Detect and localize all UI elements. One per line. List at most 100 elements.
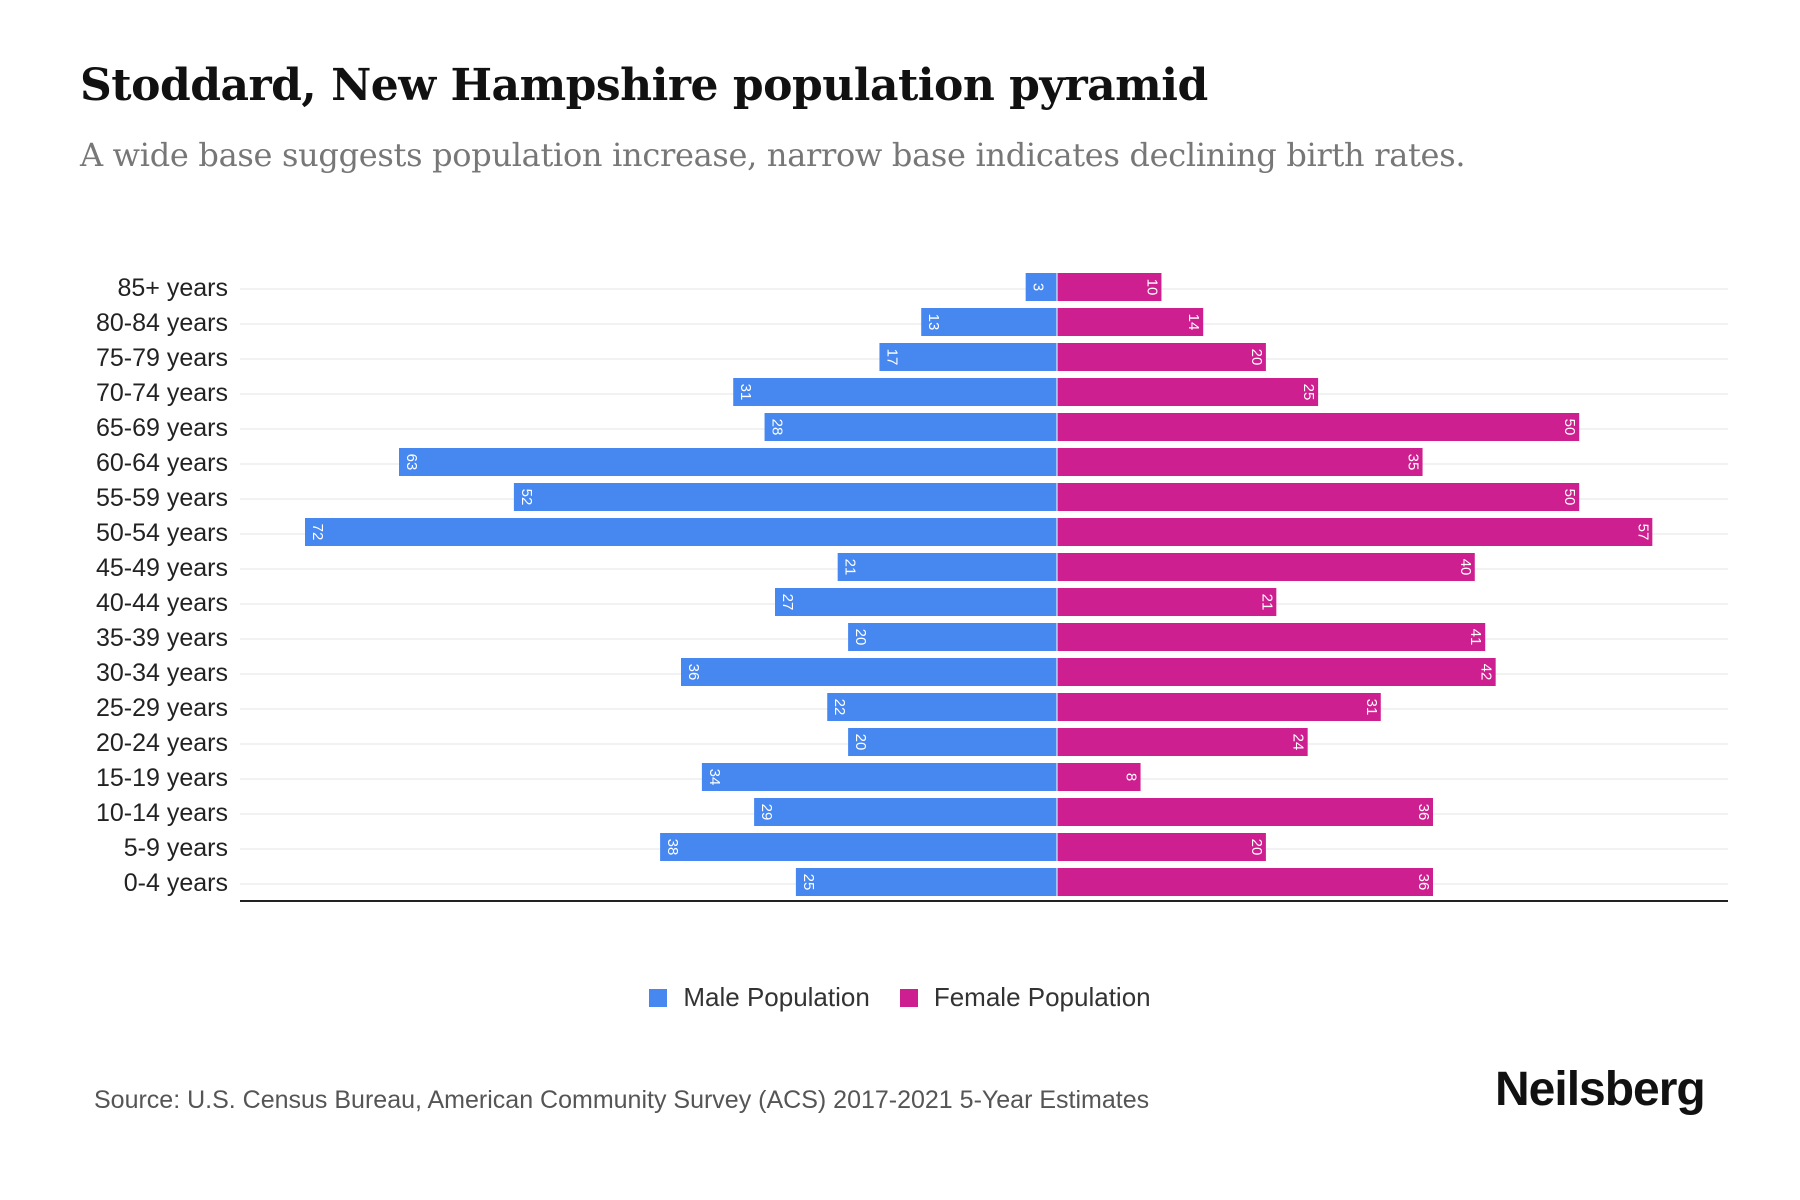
legend-male[interactable]: Male Population (649, 982, 870, 1013)
male-bar (764, 413, 1057, 441)
category-label: 0-4 years (124, 869, 228, 897)
category-label: 70-74 years (96, 379, 228, 407)
female-bar (1057, 763, 1141, 791)
male-value-label: 20 (852, 734, 869, 751)
female-value-label: 42 (1478, 664, 1495, 681)
category-label: 5-9 years (124, 834, 228, 862)
female-value-label: 57 (1634, 524, 1651, 541)
legend: Male Population Female Population (0, 982, 1800, 1013)
male-bar (660, 833, 1057, 861)
female-bar (1057, 308, 1204, 336)
male-value-label: 22 (831, 699, 848, 716)
legend-male-label: Male Population (683, 982, 870, 1012)
female-value-label: 35 (1405, 454, 1422, 471)
male-bar (1025, 273, 1057, 301)
female-bar (1057, 448, 1423, 476)
female-value-label: 10 (1143, 279, 1160, 296)
female-bar (1057, 693, 1381, 721)
legend-female-label: Female Population (933, 982, 1151, 1012)
female-value-label: 24 (1290, 734, 1307, 751)
female-value-label: 40 (1457, 559, 1474, 576)
category-label: 75-79 years (96, 344, 228, 372)
category-label: 60-64 years (96, 449, 228, 477)
male-bar (754, 798, 1057, 826)
female-bar (1057, 728, 1308, 756)
female-value-label: 14 (1185, 314, 1202, 331)
female-bar (1057, 343, 1266, 371)
female-value-label: 36 (1415, 804, 1432, 821)
male-value-label: 17 (883, 349, 900, 366)
female-bar (1057, 833, 1266, 861)
female-bar (1057, 798, 1433, 826)
male-bar (513, 483, 1057, 511)
category-label: 65-69 years (96, 414, 228, 442)
category-label: 85+ years (118, 274, 229, 302)
male-bar (681, 658, 1057, 686)
male-value-label: 38 (664, 839, 681, 856)
legend-female[interactable]: Female Population (899, 982, 1151, 1013)
source-note: Source: U.S. Census Bureau, American Com… (94, 1086, 1150, 1114)
male-bar (837, 553, 1057, 581)
category-label: 50-54 years (96, 519, 228, 547)
female-bar (1057, 378, 1319, 406)
male-bar (795, 868, 1057, 896)
category-label: 35-39 years (96, 624, 228, 652)
female-bar (1057, 623, 1486, 651)
category-label: 30-34 years (96, 659, 228, 687)
male-bar (305, 518, 1057, 546)
female-value-label: 50 (1561, 489, 1578, 506)
female-value-label: 20 (1248, 839, 1265, 856)
female-value-label: 8 (1123, 773, 1140, 781)
male-value-label: 27 (779, 594, 796, 611)
male-bar (848, 728, 1057, 756)
male-value-label: 52 (518, 489, 535, 506)
male-value-label: 25 (800, 874, 817, 891)
chart-subtitle: A wide base suggests population increase… (80, 136, 1466, 174)
male-value-label: 13 (925, 314, 942, 331)
female-swatch (899, 988, 918, 1007)
female-value-label: 31 (1363, 699, 1380, 716)
male-swatch (649, 988, 668, 1007)
male-bar (701, 763, 1057, 791)
female-bar (1057, 553, 1475, 581)
male-bar (775, 588, 1057, 616)
female-bar (1057, 413, 1580, 441)
male-value-label: 3 (1030, 283, 1047, 291)
female-bar (1057, 483, 1580, 511)
female-bar (1057, 273, 1162, 301)
male-value-label: 21 (842, 559, 859, 576)
male-value-label: 31 (737, 384, 754, 401)
male-bar (827, 693, 1057, 721)
female-bar (1057, 588, 1277, 616)
male-value-label: 72 (309, 524, 326, 541)
female-bar (1057, 868, 1433, 896)
male-bar (921, 308, 1057, 336)
category-label: 55-59 years (96, 484, 228, 512)
male-value-label: 28 (769, 419, 786, 436)
female-value-label: 25 (1300, 384, 1317, 401)
female-bar (1057, 658, 1496, 686)
female-value-label: 41 (1467, 629, 1484, 646)
category-label: 25-29 years (96, 694, 228, 722)
female-value-label: 20 (1248, 349, 1265, 366)
category-label: 80-84 years (96, 309, 228, 337)
male-bar (399, 448, 1057, 476)
category-label: 15-19 years (96, 764, 228, 792)
neilsberg-logo: Neilsberg (1495, 1063, 1706, 1116)
category-label: 40-44 years (96, 589, 228, 617)
female-value-label: 21 (1258, 594, 1275, 611)
male-value-label: 36 (685, 664, 702, 681)
category-label: 45-49 years (96, 554, 228, 582)
chart-title: Stoddard, New Hampshire population pyram… (80, 60, 1208, 111)
male-value-label: 63 (403, 454, 420, 471)
female-value-label: 50 (1561, 419, 1578, 436)
male-value-label: 20 (852, 629, 869, 646)
category-label: 20-24 years (96, 729, 228, 757)
female-bar (1057, 518, 1653, 546)
category-label: 10-14 years (96, 799, 228, 827)
male-bar (879, 343, 1057, 371)
male-value-label: 34 (706, 769, 723, 786)
male-value-label: 29 (758, 804, 775, 821)
male-bar (848, 623, 1057, 651)
